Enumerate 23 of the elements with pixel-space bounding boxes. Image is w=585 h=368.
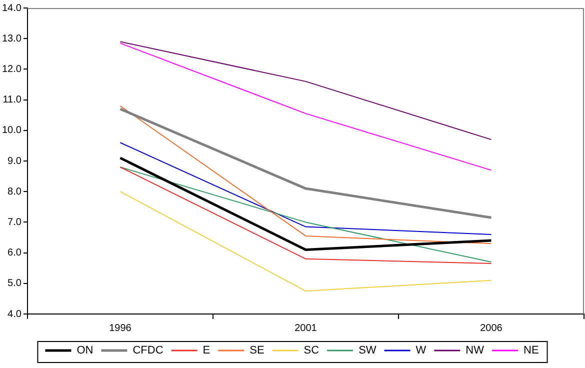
- y-tick-label: 5.0: [8, 278, 22, 290]
- legend-label: NE: [523, 344, 539, 357]
- x-tick-label: 2001: [294, 322, 318, 334]
- y-tick-label: 12.0: [2, 64, 22, 75]
- y-tick-label: 7.0: [8, 216, 22, 228]
- x-tick-label: 2006: [480, 322, 503, 334]
- legend-label: SE: [250, 344, 264, 357]
- legend-label: W: [416, 344, 427, 357]
- legend-label: ON: [76, 344, 94, 357]
- legend-label: SW: [358, 344, 377, 357]
- y-tick-label: 13.0: [2, 33, 22, 44]
- y-tick-label: 14.0: [2, 2, 22, 14]
- legend-label: SC: [304, 344, 320, 357]
- y-tick-label: 11.0: [2, 94, 22, 106]
- y-tick-label: 8.0: [8, 186, 22, 198]
- y-tick-label: 6.0: [8, 248, 22, 259]
- legend-label: CFDC: [132, 344, 164, 357]
- legend-label: E: [202, 344, 210, 357]
- x-tick-label: 1996: [109, 322, 132, 334]
- y-tick-label: 10.0: [2, 125, 22, 136]
- y-tick-label: 9.0: [8, 156, 22, 167]
- legend-label: NW: [466, 344, 485, 357]
- y-tick-label: 4.0: [8, 308, 22, 320]
